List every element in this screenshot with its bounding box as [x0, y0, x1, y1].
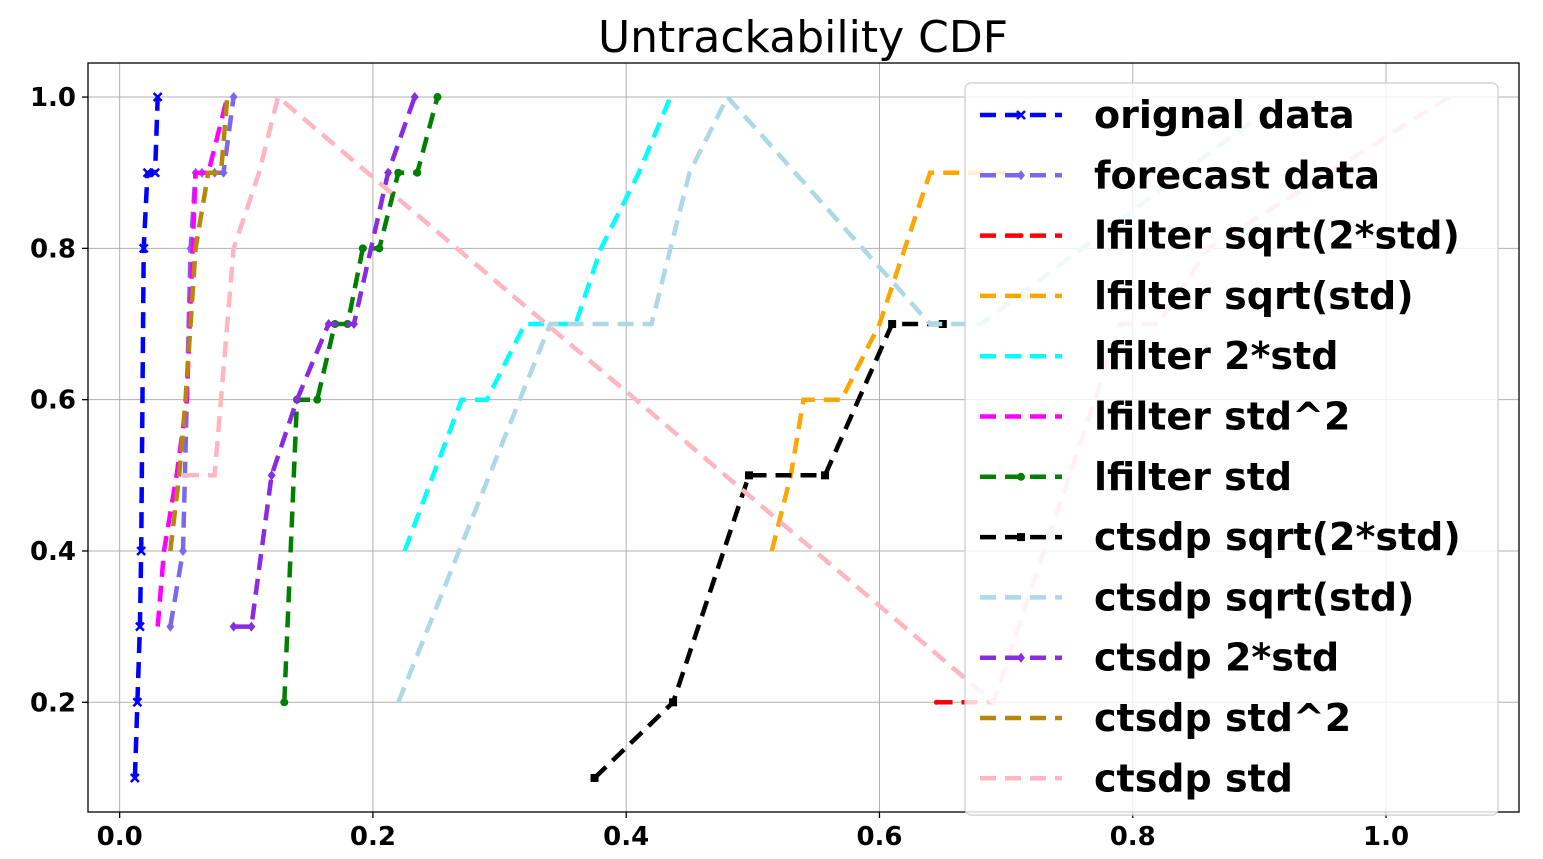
series-10 [168, 96, 230, 552]
chart-title: Untrackability CDF [598, 12, 1008, 63]
series-line [155, 96, 230, 627]
data-point [669, 698, 678, 707]
legend-label: lfilter sqrt(std) [1094, 274, 1414, 318]
legend-marker [1018, 233, 1024, 239]
data-point [229, 92, 238, 103]
legend-entry: ctsdp std [980, 756, 1293, 800]
x-tick-label: 0.0 [97, 822, 143, 852]
data-point [152, 92, 163, 102]
legend-entry: ctsdp sqrt(2*std) [980, 515, 1461, 559]
legend-label: forecast data [1094, 153, 1380, 197]
data-point [745, 471, 754, 480]
series-line [132, 96, 160, 779]
data-point [413, 168, 422, 177]
legend-entry: lfilter std [980, 455, 1292, 499]
data-point [590, 773, 599, 782]
data-point [358, 244, 367, 253]
data-point [219, 167, 228, 178]
series-line [282, 96, 440, 703]
legend-entry: lfilter 2*std [980, 334, 1338, 378]
data-point [138, 243, 149, 254]
data-point [324, 319, 333, 330]
data-point [280, 698, 289, 707]
data-point [410, 92, 419, 103]
legend-label: lfilter 2*std [1094, 334, 1338, 378]
data-point [394, 168, 403, 177]
data-point [292, 394, 301, 405]
series-line [233, 96, 417, 629]
legend-entry: ctsdp sqrt(std) [980, 575, 1414, 619]
data-point [349, 319, 358, 330]
legend-label: lfilter sqrt(2*std) [1094, 214, 1460, 258]
y-tick-label: 1.0 [30, 83, 76, 113]
legend-entry: ctsdp std^2 [980, 696, 1351, 740]
series-line [592, 321, 943, 780]
legend-marker [1017, 652, 1025, 663]
series-3 [769, 170, 1007, 552]
series-line [396, 93, 1287, 704]
legend-label: ctsdp std [1094, 756, 1293, 800]
series-line [168, 96, 230, 552]
data-point [150, 167, 161, 178]
data-point [267, 470, 276, 481]
legend-entry: orignal data [980, 93, 1355, 137]
data-point [132, 697, 143, 708]
data-point [178, 545, 187, 556]
data-point [313, 395, 322, 404]
data-point [129, 773, 140, 783]
legend-entry: lfilter std^2 [980, 395, 1350, 439]
data-point [247, 621, 256, 632]
series-line [402, 96, 673, 552]
data-point [166, 621, 175, 632]
legend-entry: forecast data [980, 153, 1380, 197]
data-point [888, 320, 897, 329]
legend-entry: ctsdp 2*std [980, 636, 1339, 680]
data-point [229, 621, 238, 632]
data-point [433, 93, 442, 102]
data-point [933, 699, 939, 705]
series-9 [229, 92, 419, 632]
legend-entry: lfilter sqrt(2*std) [980, 214, 1460, 258]
series-4 [402, 96, 673, 552]
data-point [142, 167, 153, 178]
series-8 [396, 93, 1287, 704]
legend-label: ctsdp std^2 [1094, 696, 1351, 740]
data-point [384, 167, 393, 178]
legend-label: ctsdp sqrt(std) [1094, 575, 1414, 619]
legend-marker [1017, 170, 1025, 181]
legend: orignal data forecast data lfilter sqrt(2*… [964, 82, 1499, 816]
legend-label: ctsdp sqrt(2*std) [1094, 515, 1461, 559]
y-tick-label: 0.2 [30, 688, 76, 718]
x-tick-label: 0.4 [603, 822, 649, 852]
legend-marker [1017, 472, 1025, 481]
legend-marker [1016, 110, 1026, 120]
data-point [375, 244, 384, 253]
legend-box [964, 82, 1499, 816]
x-tick-label: 0.6 [856, 822, 902, 852]
series-0 [129, 92, 163, 783]
legend-entry: lfilter sqrt(std) [980, 274, 1414, 318]
x-tick-label: 1.0 [1363, 822, 1409, 852]
axis-ticks: 0.0 0.2 0.4 0.6 0.8 1.0 0.2 0.4 0.6 0.8 1.0 [30, 83, 1409, 852]
legend-label: lfilter std [1094, 455, 1292, 499]
legend-label: ctsdp 2*std [1094, 636, 1339, 680]
data-point [136, 546, 147, 556]
y-tick-label: 0.6 [30, 386, 76, 416]
data-point [938, 320, 947, 329]
series-7 [590, 320, 947, 782]
x-tick-label: 0.2 [350, 822, 396, 852]
legend-label: orignal data [1094, 93, 1355, 137]
series-5 [155, 96, 230, 627]
data-point [135, 621, 145, 632]
x-tick-label: 0.8 [1110, 822, 1156, 852]
y-tick-label: 0.4 [30, 537, 76, 567]
legend-marker [1017, 533, 1025, 542]
plot-area-frame [87, 62, 1520, 813]
legend-label: lfilter std^2 [1094, 395, 1350, 439]
y-tick-label: 0.8 [30, 234, 76, 264]
data-point [821, 471, 830, 480]
series-line [769, 170, 1007, 552]
